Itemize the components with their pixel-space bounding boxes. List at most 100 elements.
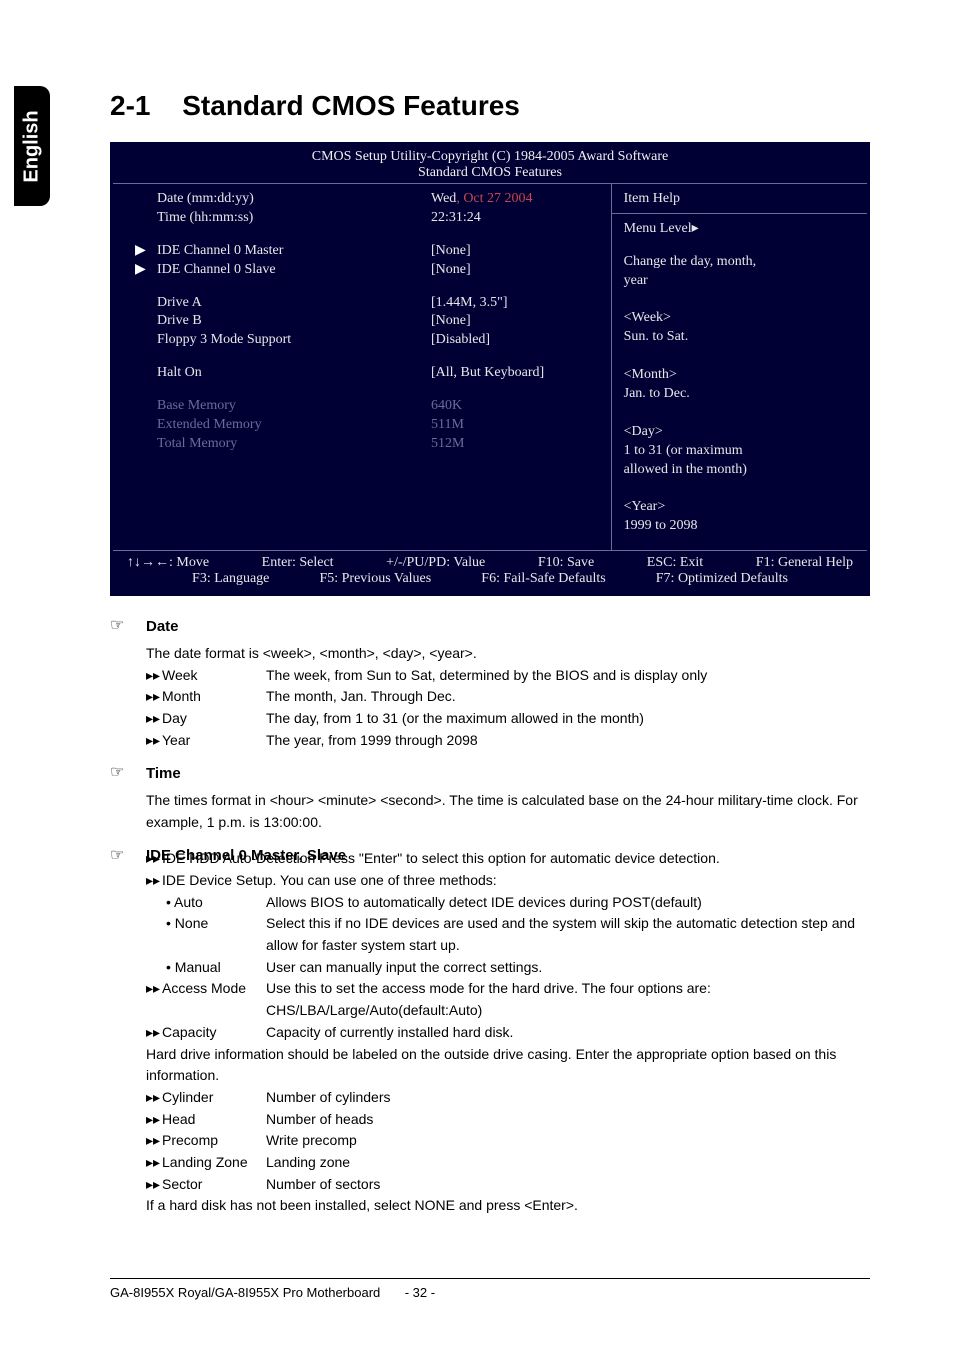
bios-help-title: Item Help <box>612 184 867 214</box>
footer-product: GA-8I955X Royal/GA-8I955X Pro Motherboar… <box>110 1285 380 1300</box>
ide-method: • NoneSelect this if no IDE devices are … <box>166 913 870 956</box>
bios-setting-label: Time (hh:mm:ss) <box>157 210 253 225</box>
bios-setting-row: ▶IDE Channel 0 Master[None] <box>131 242 599 261</box>
date-item-key: Day <box>162 708 187 730</box>
ide-prop-value: Number of heads <box>266 1109 870 1131</box>
bios-setting-value: [None] <box>431 261 599 280</box>
bios-help-line <box>624 479 855 498</box>
ide-method-value: Select this if no IDE devices are used a… <box>266 913 870 956</box>
triangle-right-icon: ▶ <box>135 261 146 280</box>
triangle-right-icon: ▶ <box>135 242 146 261</box>
bios-help-line: <Year> <box>624 498 855 517</box>
bios-help-line <box>624 347 855 366</box>
ide-prop: ▸▸HeadNumber of heads <box>146 1109 870 1131</box>
ide-prop-value: Write precomp <box>266 1130 870 1152</box>
bios-help-line: Change the day, month, <box>624 253 855 272</box>
bios-footer-hint: F3: Language <box>192 571 269 587</box>
ide-method: • AutoAllows BIOS to automatically detec… <box>166 892 870 914</box>
bios-footer: ↑↓→←: MoveEnter: Select+/-/PU/PD: ValueF… <box>113 550 867 593</box>
ide-method-key: • Auto <box>166 892 266 914</box>
bios-help-line: Jan. to Dec. <box>624 385 855 404</box>
bios-setting-row: Drive A[1.44M, 3.5"] <box>131 294 599 313</box>
ide-prop-key: Cylinder <box>162 1087 213 1109</box>
double-arrow-icon: ▸▸ <box>146 1152 162 1174</box>
date-item-key: Month <box>162 686 201 708</box>
bios-help-panel: Item Help Menu Level▸ Change the day, mo… <box>611 184 867 550</box>
double-arrow-icon: ▸▸ <box>146 730 162 752</box>
bios-help-line: <Week> <box>624 309 855 328</box>
language-tab-label: English <box>21 110 44 182</box>
bios-setting-label: Drive A <box>157 295 202 310</box>
pointer-icon: ☞ <box>110 614 146 639</box>
bios-setting-row: Halt On [All, But Keyboard] <box>131 364 599 383</box>
date-item-value: The month, Jan. Through Dec. <box>266 686 870 708</box>
bios-setting-value: [None] <box>431 312 599 331</box>
bios-setting-label: Extended Memory <box>157 417 262 432</box>
ide-prop-key: Sector <box>162 1174 202 1196</box>
bios-footer-hint: F1: General Help <box>756 555 853 571</box>
date-intro: The date format is <week>, <month>, <day… <box>146 643 870 665</box>
bios-help-line: year <box>624 272 855 291</box>
bios-setting-label: Halt On <box>157 365 202 380</box>
bios-setup-screenshot: CMOS Setup Utility-Copyright (C) 1984-20… <box>110 142 870 596</box>
bios-setting-row: Drive B [None] <box>131 312 599 331</box>
triangle-right-icon: ▸ <box>692 221 699 236</box>
language-tab: English <box>14 86 50 206</box>
pointer-icon: ☞ <box>110 844 146 869</box>
bios-setting-row: Time (hh:mm:ss) 22:31:24 <box>131 209 599 228</box>
bios-setting-label: IDE Channel 0 Slave <box>157 262 276 277</box>
ide-prop: ▸▸Cylinder Number of cylinders <box>146 1087 870 1109</box>
date-item: ▸▸MonthThe month, Jan. Through Dec. <box>146 686 870 708</box>
double-arrow-icon: ▸▸ <box>146 665 162 687</box>
bios-setting-value: Wed, Oct 27 2004 <box>431 190 599 209</box>
bios-help-line: Sun. to Sat. <box>624 328 855 347</box>
doc-heading-time: ☞ Time <box>110 761 870 786</box>
ide-prop-key: Landing Zone <box>162 1152 248 1174</box>
ide-method-value: Allows BIOS to automatically detect IDE … <box>266 892 870 914</box>
bios-help-line: <Day> <box>624 423 855 442</box>
bios-footer-hint: F5: Previous Values <box>319 571 431 587</box>
bios-setting-value: [All, But Keyboard] <box>431 364 599 383</box>
ide-prop-value: Number of cylinders <box>266 1087 870 1109</box>
double-arrow-icon: ▸▸ <box>146 1087 162 1109</box>
bios-header-line2: Standard CMOS Features <box>113 165 867 181</box>
bios-setting-value: 640K <box>431 397 599 416</box>
doc-body: ☞ Date The date format is <week>, <month… <box>110 614 870 1217</box>
ide-prop-value: Number of sectors <box>266 1174 870 1196</box>
bios-help-line <box>624 291 855 310</box>
bios-setting-label: Drive B <box>157 313 202 328</box>
bios-help-line: 1999 to 2098 <box>624 517 855 536</box>
bios-setting-value: 22:31:24 <box>431 209 599 228</box>
bios-setting-row: Base Memory640K <box>131 397 599 416</box>
section-number: 2-1 <box>110 90 150 121</box>
date-item-value: The year, from 1999 through 2098 <box>266 730 870 752</box>
bios-settings-panel: Date (mm:dd:yy)Wed, Oct 27 2004Time (hh:… <box>113 184 611 550</box>
ide-prop: ▸▸Landing Zone Landing zone <box>146 1152 870 1174</box>
bios-setting-value: 511M <box>431 416 599 435</box>
bios-footer-hint: +/-/PU/PD: Value <box>386 555 485 571</box>
ide-method-key: • Manual <box>166 957 266 979</box>
date-item-key: Week <box>162 665 198 687</box>
ide-hdnote: Hard drive information should be labeled… <box>146 1044 870 1087</box>
date-item: ▸▸YearThe year, from 1999 through 2098 <box>146 730 870 752</box>
date-item-value: The week, from Sun to Sat, determined by… <box>266 665 870 687</box>
bios-header: CMOS Setup Utility-Copyright (C) 1984-20… <box>113 145 867 184</box>
bios-header-line1: CMOS Setup Utility-Copyright (C) 1984-20… <box>113 149 867 165</box>
bios-help-body: Change the day, month,year <Week>Sun. to… <box>624 253 855 536</box>
date-item: ▸▸Week The week, from Sun to Sat, determi… <box>146 665 870 687</box>
ide-prop: ▸▸SectorNumber of sectors <box>146 1174 870 1196</box>
bios-footer-hint: F7: Optimized Defaults <box>656 571 788 587</box>
ide-prop-value: Landing zone <box>266 1152 870 1174</box>
bios-setting-label: IDE Channel 0 Master <box>157 243 283 258</box>
ide-prop: ▸▸PrecompWrite precomp <box>146 1130 870 1152</box>
bios-footer-hint: ↑↓→←: Move <box>127 555 209 571</box>
double-arrow-icon: ▸▸ <box>146 708 162 730</box>
bios-setting-row: Total Memory512M <box>131 435 599 454</box>
ide-method-key: • None <box>166 913 266 956</box>
bios-setting-row: ▶ IDE Channel 0 Slave [None] <box>131 261 599 280</box>
bios-help-line: allowed in the month) <box>624 461 855 480</box>
ide-tail: If a hard disk has not been installed, s… <box>146 1195 870 1217</box>
double-arrow-icon: ▸▸ <box>146 1130 162 1152</box>
ide-prop-key: Head <box>162 1109 195 1131</box>
page-content: 2-1 Standard CMOS Features CMOS Setup Ut… <box>110 90 870 1217</box>
